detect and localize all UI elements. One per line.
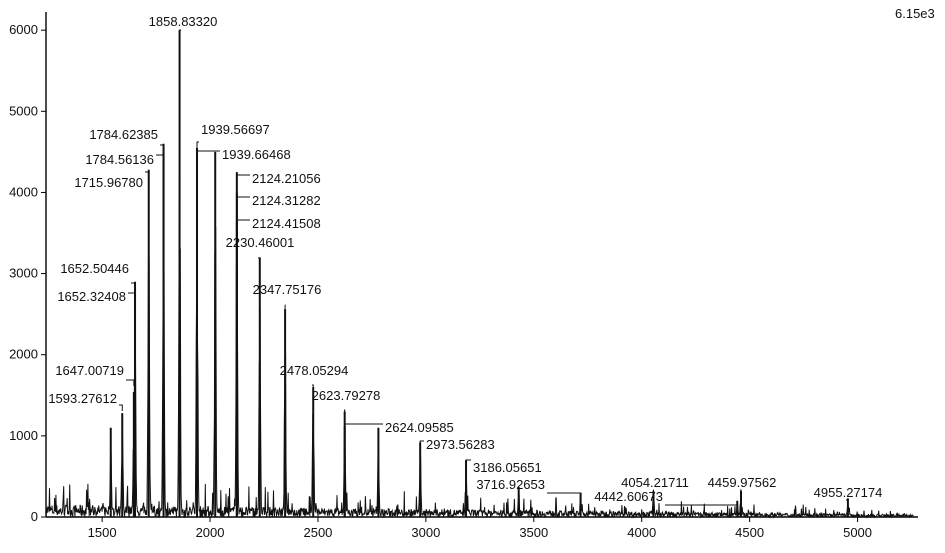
peak-leader [197, 151, 220, 157]
peak-label: 2973.56283 [426, 437, 495, 452]
y-tick-label: 6000 [9, 22, 38, 37]
x-tick-label: 1500 [88, 525, 117, 540]
x-tick-label: 2500 [303, 525, 332, 540]
x-tick-label: 2000 [196, 525, 225, 540]
peak-leader [237, 220, 250, 226]
peak-leader [126, 380, 134, 386]
peak-label: 2124.21056 [252, 171, 321, 186]
peak-label: 1939.56697 [201, 122, 270, 137]
peak-leader [345, 424, 383, 430]
peak-leader [197, 142, 199, 148]
peak-leader [128, 293, 135, 299]
y-tick-label: 0 [31, 509, 38, 524]
peak-label: 3716.92653 [476, 477, 545, 492]
peak-label: 2624.09585 [385, 420, 454, 435]
y-tick-label: 2000 [9, 347, 38, 362]
peak-label: 1715.96780 [74, 175, 143, 190]
peak-label: 2124.31282 [252, 193, 321, 208]
y-tick-label: 5000 [9, 103, 38, 118]
peak-label: 4955.27174 [814, 485, 883, 500]
peak-label: 1593.27612 [48, 391, 117, 406]
x-tick-label: 3500 [519, 525, 548, 540]
peak-label: 1784.62385 [89, 127, 158, 142]
x-tick-label: 3000 [411, 525, 440, 540]
x-tick-label: 4000 [627, 525, 656, 540]
peak-label: 1939.66468 [222, 147, 291, 162]
peak-label: 1652.50446 [60, 261, 129, 276]
x-tick-label: 5000 [843, 525, 872, 540]
peak-label: 2623.79278 [312, 388, 381, 403]
peak-label: 4459.97562 [708, 475, 777, 490]
peak-label: 2347.75176 [253, 282, 322, 297]
peak-label: 3186.05651 [473, 460, 542, 475]
y-tick-label: 4000 [9, 184, 38, 199]
peak-label: 1784.56136 [85, 152, 154, 167]
peak-leader [156, 155, 164, 161]
peak-label: 4054.21711 [621, 475, 689, 490]
peak-label: 1647.00719 [55, 363, 124, 378]
peak-leader [547, 493, 581, 499]
peak-leader [237, 197, 250, 203]
axes: 0 1000 2000 3000 4000 5000 6000 1500 2000 2500 300… [9, 12, 918, 540]
peak-label: 2124.41508 [252, 216, 321, 231]
peak-label: 2478.05294 [280, 363, 349, 378]
intensity-max-label: 6.15e3 [895, 6, 935, 21]
peak-label: 1858.83320 [149, 14, 218, 29]
peak-leader [237, 175, 250, 181]
peak-label: 1652.32408 [57, 289, 126, 304]
peak-label: 2230.46001 [226, 235, 295, 250]
peak-leader [119, 405, 122, 411]
y-tick-label: 3000 [9, 266, 38, 281]
peak-label: 4442.60673 [594, 489, 663, 504]
y-tick-label: 1000 [9, 428, 38, 443]
peak-labels: 1593.27612 1647.00719 1652.32408 1652.50446… [48, 14, 882, 511]
peak-leader [665, 505, 737, 511]
x-tick-label: 4500 [735, 525, 764, 540]
